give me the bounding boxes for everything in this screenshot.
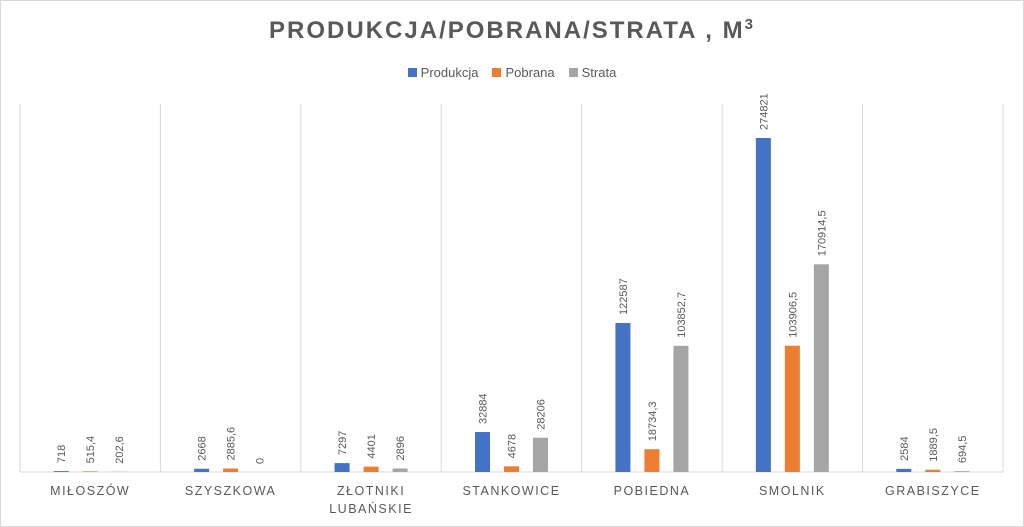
bar-produkcja bbox=[475, 432, 490, 472]
bar-strata bbox=[954, 471, 970, 472]
chart-title-superscript: 3 bbox=[744, 16, 755, 33]
data-label-pobrana: 18734,3 bbox=[647, 401, 659, 441]
legend-item-pobrana: Pobrana bbox=[492, 65, 555, 80]
legend-label-produkcja: Produkcja bbox=[420, 65, 479, 80]
data-label-produkcja: 274821 bbox=[758, 93, 770, 130]
data-label-strata: 694,5 bbox=[957, 436, 969, 464]
bar-produkcja bbox=[615, 323, 631, 472]
category-label: SMOLNIK bbox=[759, 484, 826, 498]
bar-pobrana bbox=[504, 466, 519, 472]
data-label-pobrana: 4678 bbox=[507, 434, 519, 458]
chart-title: PRODUKCJA/POBRANA/STRATA , M3 bbox=[0, 16, 1024, 45]
category-label: MIŁOSZÓW bbox=[50, 483, 130, 498]
category-label: LUBAŃSKIE bbox=[329, 501, 413, 516]
bar-pobrana bbox=[363, 466, 379, 472]
legend-item-produkcja: Produkcja bbox=[407, 65, 479, 80]
bar-strata bbox=[673, 345, 689, 472]
data-label-produkcja: 122587 bbox=[618, 278, 630, 315]
legend-label-pobrana: Pobrana bbox=[505, 65, 555, 80]
data-label-pobrana: 2885,6 bbox=[226, 427, 238, 461]
data-label-produkcja: 32884 bbox=[478, 393, 490, 424]
data-label-strata: 103852,7 bbox=[676, 292, 688, 338]
bar-pobrana bbox=[82, 471, 98, 472]
data-label-produkcja: 2584 bbox=[899, 436, 911, 460]
category-label: POBIEDNA bbox=[614, 484, 691, 498]
category-label: ZŁOTNIKI bbox=[337, 484, 405, 498]
bar-produkcja bbox=[334, 463, 350, 472]
data-label-produkcja: 718 bbox=[56, 445, 68, 463]
data-label-strata: 170914,5 bbox=[816, 210, 828, 256]
data-label-produkcja: 7297 bbox=[337, 431, 349, 455]
bar-strata bbox=[813, 264, 829, 472]
legend-label-strata: Strata bbox=[581, 65, 617, 80]
data-label-strata: 0 bbox=[255, 458, 267, 464]
bar-strata bbox=[392, 468, 408, 472]
bar-produkcja bbox=[53, 471, 69, 472]
legend-swatch-pobrana bbox=[492, 68, 502, 77]
data-label-pobrana: 515,4 bbox=[85, 436, 97, 464]
chart-title-text: PRODUKCJA/POBRANA/STRATA , M bbox=[269, 17, 745, 44]
bar-pobrana bbox=[784, 345, 800, 472]
category-label: GRABISZYCE bbox=[885, 484, 981, 498]
category-label: STANKOWICE bbox=[462, 484, 560, 498]
bar-pobrana bbox=[644, 449, 660, 472]
bar-produkcja bbox=[755, 138, 771, 472]
legend-item-strata: Strata bbox=[568, 65, 617, 80]
data-label-strata: 2896 bbox=[395, 436, 407, 460]
bar-pobrana bbox=[925, 469, 941, 472]
legend-swatch-strata bbox=[568, 68, 578, 77]
legend: Produkcja Pobrana Strata bbox=[0, 65, 1024, 80]
data-label-strata: 28206 bbox=[536, 399, 548, 430]
bar-produkcja bbox=[896, 468, 912, 472]
bar-produkcja bbox=[194, 468, 210, 472]
bar-strata bbox=[533, 437, 548, 472]
data-label-produkcja: 2668 bbox=[197, 436, 209, 460]
data-label-pobrana: 1889,5 bbox=[928, 428, 940, 462]
legend-swatch-produkcja bbox=[407, 68, 417, 77]
data-label-pobrana: 4401 bbox=[366, 434, 378, 458]
bar-pobrana bbox=[223, 468, 239, 472]
category-label: SZYSZKOWA bbox=[185, 484, 277, 498]
data-label-strata: 202,6 bbox=[114, 436, 126, 464]
data-label-pobrana: 103906,5 bbox=[787, 292, 799, 338]
